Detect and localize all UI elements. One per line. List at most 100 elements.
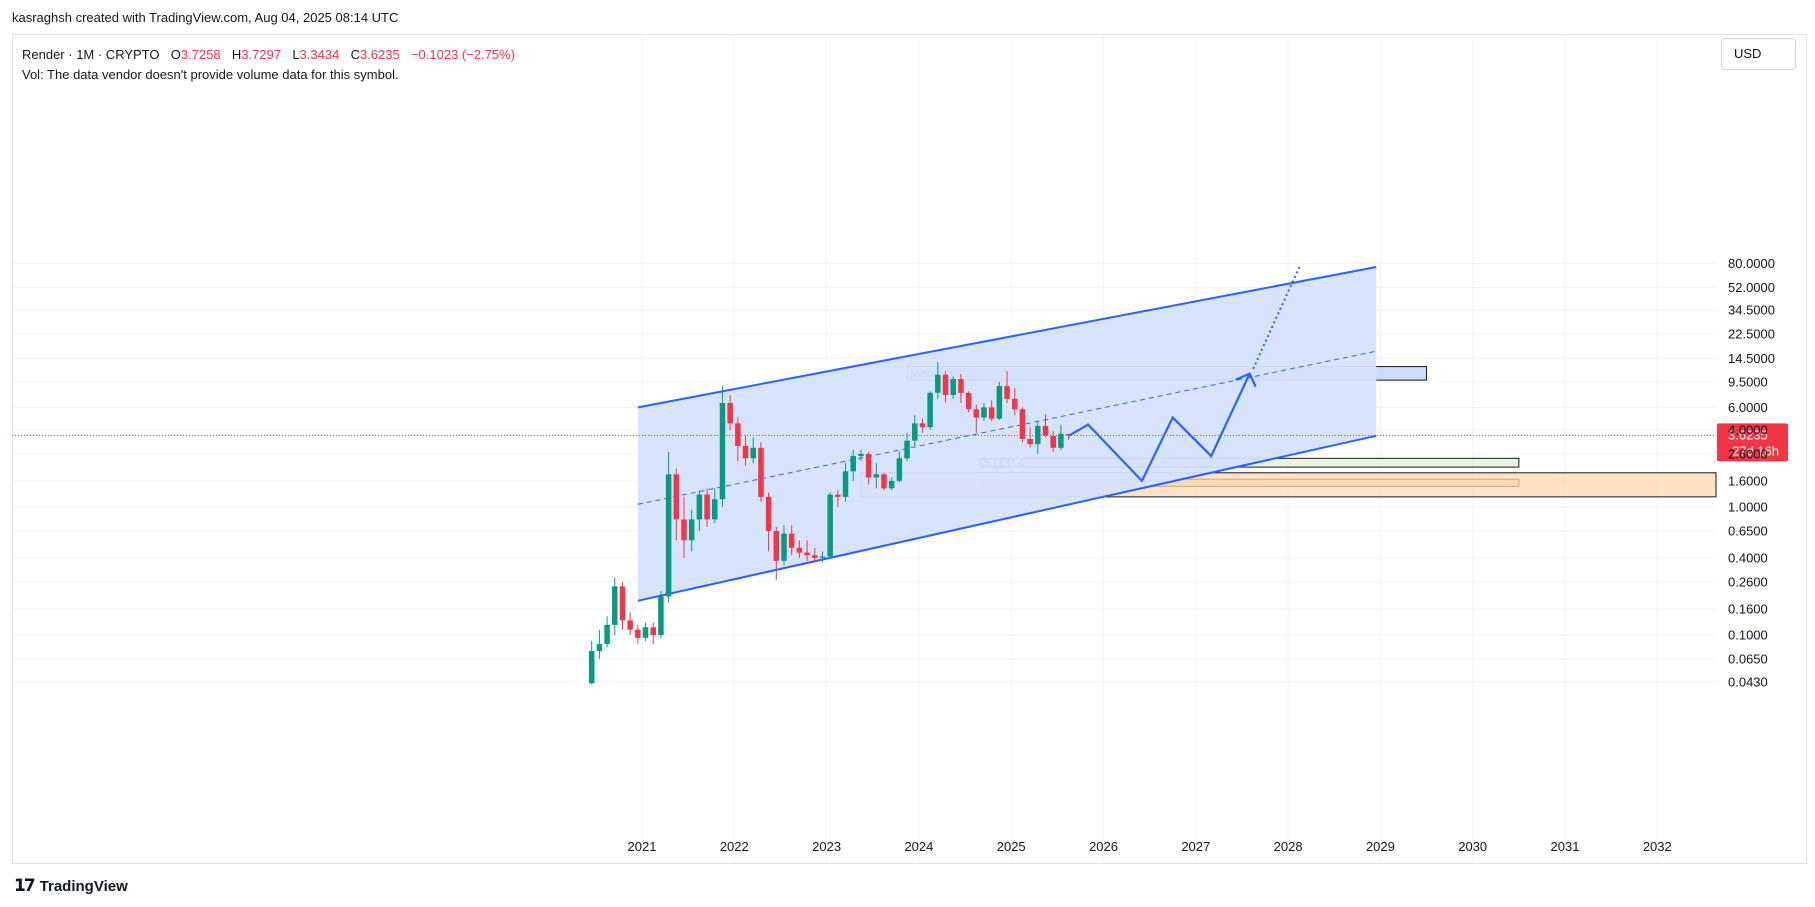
candle-body <box>950 379 956 395</box>
candle-body <box>996 386 1003 419</box>
candle-body <box>858 453 864 457</box>
candle <box>742 435 749 466</box>
candle <box>858 449 864 461</box>
candle <box>688 509 695 552</box>
candle-body <box>742 445 749 459</box>
candle-body <box>788 533 795 548</box>
candle <box>835 490 841 507</box>
candle-body <box>719 402 726 500</box>
candle-body <box>911 423 918 441</box>
close-value: 3.6235 <box>359 47 400 62</box>
candle <box>1011 388 1018 416</box>
candle <box>712 488 718 523</box>
candle-body <box>1042 425 1049 436</box>
candle-body <box>635 629 641 638</box>
candle-body <box>819 556 826 558</box>
candle <box>950 376 956 399</box>
price-axis: 80.0000 52.0000 34.5000 22.5000 14.5000 9.500… <box>1728 256 1775 690</box>
projection-line <box>1068 373 1251 483</box>
candle <box>642 622 649 641</box>
bar-countdown: 27d 16h <box>1732 443 1779 458</box>
symbol-legend: Render · 1M · CRYPTO O3.7258 H3.7297 L3.… <box>22 45 515 85</box>
candle-body <box>704 494 710 520</box>
candle <box>681 496 687 558</box>
candle <box>1050 431 1056 452</box>
x-tick-label: 2024 <box>904 839 933 854</box>
candle-body <box>696 494 703 520</box>
candle <box>927 391 933 430</box>
x-tick-label: 2030 <box>1458 839 1487 854</box>
candle-body <box>627 620 633 630</box>
candle-body <box>658 596 664 635</box>
candle-body <box>850 456 856 472</box>
candle-body <box>758 447 764 497</box>
y-tick-label: 1.0000 <box>1728 500 1768 515</box>
candle-body <box>596 644 603 651</box>
candle-body <box>919 423 926 428</box>
candle <box>981 402 987 421</box>
candle <box>781 525 787 566</box>
candle-body <box>835 494 841 497</box>
candle <box>988 400 995 421</box>
candle-body <box>888 480 895 489</box>
y-tick-label: 1.6000 <box>1728 473 1768 488</box>
candle <box>673 468 680 541</box>
candles <box>588 362 1072 685</box>
footer-brand: 𝟭𝟳 TradingView <box>14 876 128 896</box>
candle-body <box>665 474 672 597</box>
candle <box>773 526 780 580</box>
candle <box>727 394 733 430</box>
candle-body <box>604 624 610 645</box>
x-tick-label: 2025 <box>997 839 1026 854</box>
y-tick-label: 2.6000 <box>1728 446 1768 461</box>
low-label: L <box>292 47 300 62</box>
candle <box>588 640 595 685</box>
candle <box>842 463 849 502</box>
open-label: O <box>170 47 181 62</box>
candle <box>819 551 826 563</box>
candle-body <box>981 407 987 418</box>
candle-body <box>1058 433 1064 448</box>
candle-body <box>804 552 810 556</box>
candle-body <box>927 392 933 428</box>
projection-path <box>1068 266 1301 483</box>
candle <box>1035 422 1041 454</box>
candle <box>942 371 949 403</box>
candle <box>796 540 803 558</box>
candle-body <box>588 650 595 684</box>
candle-body <box>988 407 995 419</box>
high-value: 3.7297 <box>241 47 282 62</box>
y-tick-label: 0.2600 <box>1728 574 1768 589</box>
open-value: 3.7258 <box>180 47 221 62</box>
last-price-tag <box>1717 423 1788 462</box>
candle-body <box>881 474 887 489</box>
channel-fill <box>637 266 1377 601</box>
symbol-name[interactable]: Render · 1M · CRYPTO <box>22 47 160 62</box>
candle-body <box>796 547 803 553</box>
candle <box>919 418 926 433</box>
x-tick-label: 2022 <box>720 839 749 854</box>
x-tick-label: 2032 <box>1643 839 1672 854</box>
y-tick-label: 14.5000 <box>1728 351 1775 366</box>
candle <box>958 373 964 403</box>
x-tick-label: 2026 <box>1089 839 1118 854</box>
candle <box>658 591 664 638</box>
candle-body <box>1050 435 1056 448</box>
candle <box>612 577 618 635</box>
candle-body <box>865 453 872 478</box>
candle-body <box>773 530 780 561</box>
candle-body <box>1035 425 1041 445</box>
brand-name: TradingView <box>39 877 128 895</box>
last-price-value: 3.6235 <box>1728 427 1768 442</box>
candle-body <box>735 423 741 446</box>
candle <box>935 362 941 399</box>
candle <box>596 629 603 659</box>
y-tick-label: 0.1600 <box>1728 601 1768 616</box>
candle <box>896 451 903 483</box>
time-axis: 2021 2022 2023 2024 2025 2026 2027 2028 2029 2030… <box>628 839 1672 854</box>
candle <box>965 391 972 413</box>
chart-frame <box>12 34 1807 864</box>
currency-button[interactable]: USD <box>1721 38 1796 70</box>
candle-body <box>973 409 980 418</box>
